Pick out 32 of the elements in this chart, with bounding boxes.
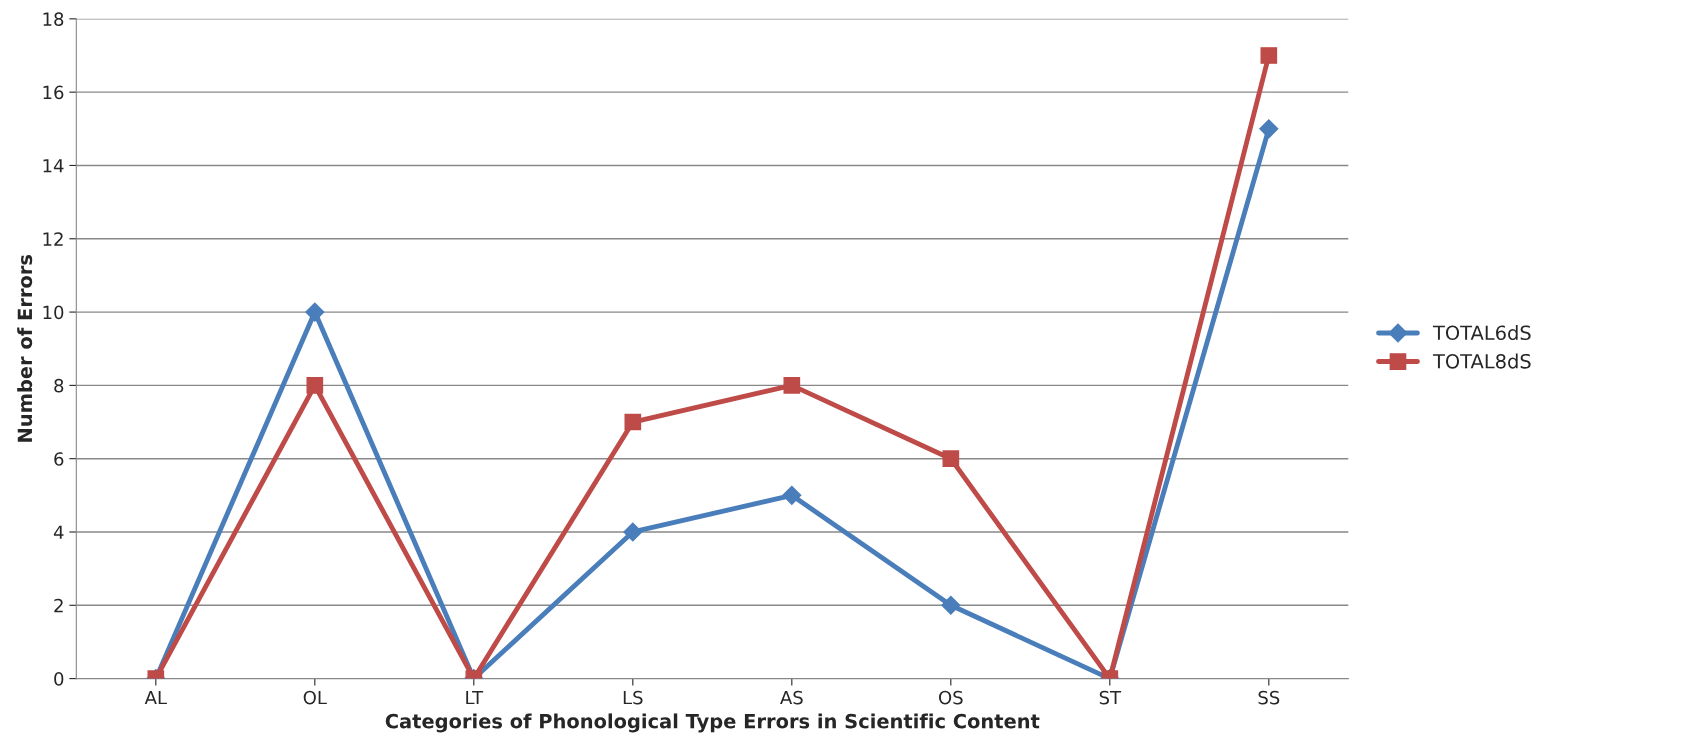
x-tick-label: OL bbox=[303, 690, 327, 705]
point bbox=[782, 485, 802, 505]
x-tick-label: ST bbox=[1099, 690, 1122, 705]
x-tick-label: LS bbox=[623, 690, 643, 705]
y-tick-label: 12 bbox=[43, 232, 63, 246]
point bbox=[1259, 119, 1279, 139]
legend-label: TOTAL8dS bbox=[1432, 353, 1531, 369]
y-tick-label: 6 bbox=[54, 452, 64, 466]
y-tick-label: 18 bbox=[43, 12, 64, 26]
point bbox=[941, 595, 961, 615]
point bbox=[942, 450, 960, 468]
point bbox=[306, 377, 324, 394]
y-tick-label: 8 bbox=[54, 378, 64, 393]
point bbox=[1260, 47, 1278, 64]
x-tick-label: AS bbox=[780, 690, 803, 705]
legend-label: TOTAL6dS bbox=[1432, 325, 1531, 341]
point bbox=[623, 522, 643, 542]
y-tick-label: 2 bbox=[54, 598, 63, 613]
y-tick-label: 16 bbox=[43, 85, 64, 100]
y-tick-label: 10 bbox=[43, 305, 64, 320]
y-tick-label: 0 bbox=[54, 672, 64, 686]
point bbox=[305, 302, 325, 322]
x-tick-label: SS bbox=[1258, 690, 1280, 705]
point bbox=[783, 377, 801, 394]
y-tick-label: 14 bbox=[43, 159, 64, 173]
x-tick-label: AL bbox=[144, 690, 167, 705]
y-tick-label: 4 bbox=[53, 525, 64, 539]
point bbox=[624, 413, 642, 431]
x-tick-label: LT bbox=[466, 690, 484, 705]
x-tick-label: OS bbox=[938, 690, 963, 705]
x-axis-title: Categories of Phonological Type Errors in Scientific Content bbox=[385, 713, 1040, 733]
y-axis-title: Number of Errors bbox=[17, 254, 33, 442]
